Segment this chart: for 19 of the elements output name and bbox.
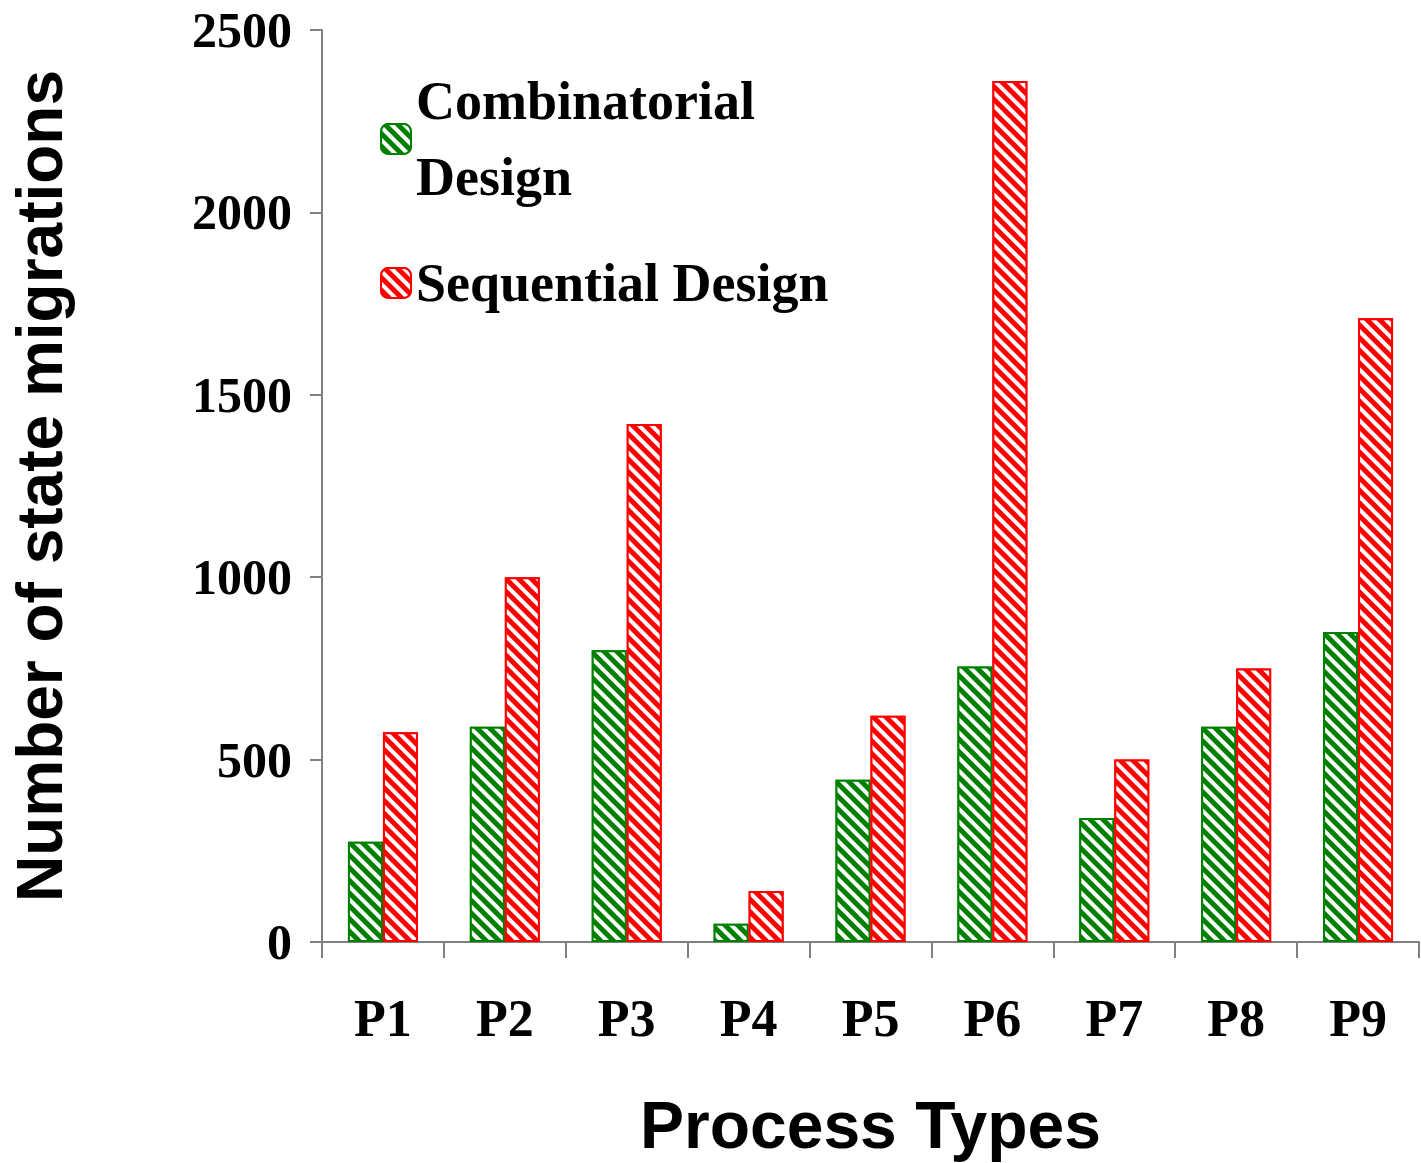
x-tick-label: P2	[475, 989, 534, 1047]
x-tick-label: P8	[1207, 989, 1266, 1047]
x-tick-label: P5	[841, 989, 900, 1047]
x-tick-label: P4	[719, 989, 778, 1047]
y-tick-label: 1000	[192, 549, 292, 606]
x-tick-label: P7	[1085, 989, 1144, 1047]
y-axis-title: Number of state migrations	[4, 69, 76, 903]
y-tick-label: 2500	[192, 2, 292, 58]
y-tick-label: 0	[267, 914, 292, 970]
y-tick-label: 2000	[192, 184, 292, 241]
legend-label: Combinatorial Design	[416, 71, 769, 207]
x-tick-label: P1	[354, 989, 412, 1047]
x-tick-label: P6	[963, 989, 1022, 1047]
y-tick-label: 500	[217, 731, 292, 788]
legend-label: Sequential Design	[416, 253, 829, 313]
y-tick-label: 1500	[192, 366, 292, 423]
x-tick-label: P9	[1329, 989, 1387, 1047]
x-axis-title: Process Types	[639, 1088, 1102, 1162]
x-tick-label: P3	[597, 989, 656, 1047]
